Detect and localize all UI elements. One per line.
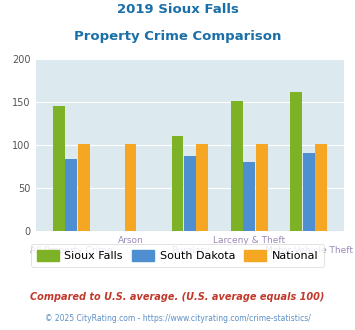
- Bar: [244, 161, 255, 231]
- Bar: [125, 144, 136, 231]
- Text: © 2025 CityRating.com - https://www.cityrating.com/crime-statistics/: © 2025 CityRating.com - https://www.city…: [45, 314, 310, 323]
- Text: Motor Vehicle Theft: Motor Vehicle Theft: [265, 246, 353, 255]
- Bar: [65, 159, 77, 231]
- Bar: [290, 92, 302, 231]
- Bar: [303, 153, 315, 231]
- Text: Larceny & Theft: Larceny & Theft: [213, 236, 285, 245]
- Bar: [78, 144, 89, 231]
- Text: Arson: Arson: [118, 236, 143, 245]
- Bar: [256, 144, 268, 231]
- Bar: [171, 136, 184, 231]
- Bar: [315, 144, 327, 231]
- Legend: Sioux Falls, South Dakota, National: Sioux Falls, South Dakota, National: [31, 244, 324, 267]
- Bar: [196, 144, 208, 231]
- Text: All Property Crime: All Property Crime: [30, 246, 113, 255]
- Bar: [53, 106, 65, 231]
- Text: Property Crime Comparison: Property Crime Comparison: [74, 30, 281, 43]
- Text: Burglary: Burglary: [171, 246, 209, 255]
- Text: Compared to U.S. average. (U.S. average equals 100): Compared to U.S. average. (U.S. average …: [30, 292, 325, 302]
- Bar: [184, 156, 196, 231]
- Bar: [231, 101, 243, 231]
- Text: 2019 Sioux Falls: 2019 Sioux Falls: [116, 3, 239, 16]
